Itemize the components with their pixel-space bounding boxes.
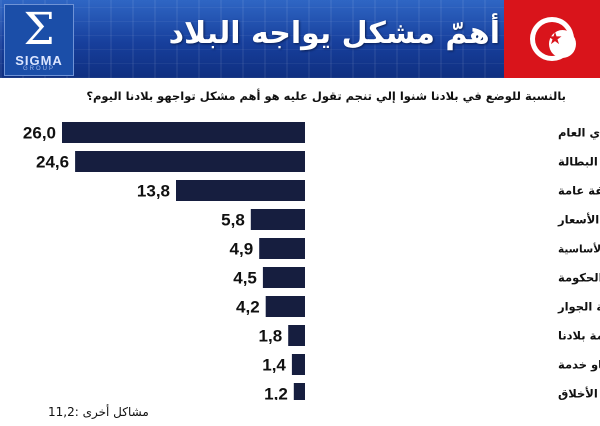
- value-label-5: 4,9: [230, 240, 254, 259]
- category-label-10: قلة الوعي، إنعدام الأخلاق: [558, 387, 600, 401]
- logo-text: SIGMA: [15, 53, 63, 68]
- value-label-10: 1,2: [264, 385, 288, 401]
- chart-question: بالنسبة للوضع في بلادنا شنوا إلي تنجم تق…: [86, 89, 566, 103]
- other-problems-note: مشاكل أخرى :11,2: [48, 405, 149, 419]
- category-label-9: قلة فرص للشباب بش يلقاو خدمة: [558, 358, 600, 373]
- value-label-7: 4,2: [236, 298, 260, 317]
- bar-5: [259, 238, 305, 259]
- value-label-4: 5,8: [221, 211, 245, 230]
- value-label-8: 1,8: [259, 327, 283, 346]
- category-label-1: الوضع الاقتصادي العام: [558, 126, 600, 141]
- bar-chart: 26,0 الوضع الاقتصادي العام 24,6 البطالة 13,8…: [23, 122, 600, 401]
- bar-1: [62, 122, 305, 143]
- value-label-9: 1,4: [262, 356, 286, 375]
- tunisia-flag-icon: ★: [504, 0, 600, 78]
- bar-3: [176, 180, 305, 201]
- flag-crescent: [535, 22, 576, 58]
- value-label-6: 4,5: [233, 269, 257, 288]
- bar-4: [250, 209, 305, 230]
- category-label-3: الإرهاب بصفة عامة: [558, 184, 600, 198]
- bar-7: [265, 296, 305, 317]
- value-label-3: 13,8: [137, 182, 170, 201]
- category-label-7: الأمن سلامة الجوار: [557, 300, 600, 315]
- sigma-icon: Σ: [23, 4, 55, 55]
- header-banner: Σ SIGMA GROUP أهمّ مشكل يواجه البلاد ★: [0, 0, 600, 78]
- category-label-8: كفاءة حكومة بلادنا: [558, 329, 600, 344]
- logo-subtext: GROUP: [22, 66, 55, 72]
- value-label-1: 26,0: [23, 124, 56, 143]
- sigma-logo: Σ SIGMA GROUP: [4, 4, 74, 76]
- page-title: أهمّ مشكل يواجه البلاد: [168, 16, 500, 51]
- bar-8: [288, 325, 305, 346]
- category-label-6: الفساد في الحكومة: [558, 271, 600, 286]
- category-label-5: الفساد في الحياة اليومية/ دفع الرشوة للخ…: [558, 243, 600, 256]
- bar-10: [293, 383, 305, 400]
- category-label-4: التضخم المالي/غلاء الأسعار: [557, 213, 600, 227]
- bar-2: [75, 151, 305, 172]
- category-label-2: البطالة: [558, 155, 598, 169]
- bar-6: [262, 267, 305, 288]
- flag-disc: ★: [530, 17, 576, 61]
- flag-star-icon: ★: [547, 29, 563, 49]
- bar-9: [291, 354, 305, 375]
- flag-crescent-cut: [549, 30, 576, 58]
- value-label-2: 24,6: [36, 153, 69, 172]
